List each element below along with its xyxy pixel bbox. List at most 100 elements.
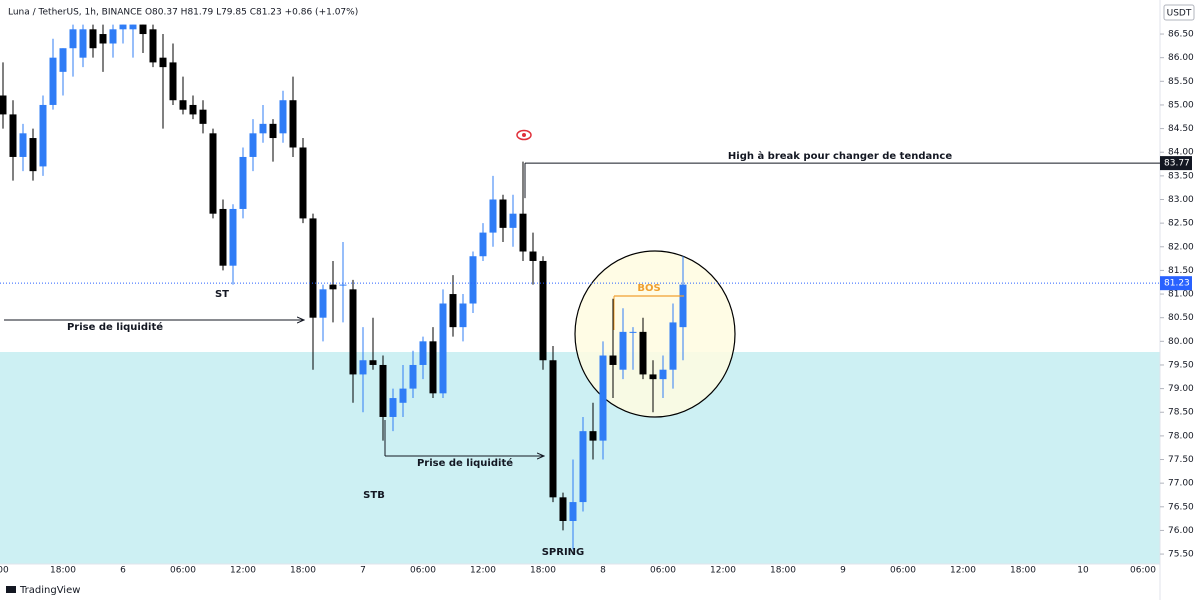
annotation: High à break pour changer de tendance (728, 150, 952, 162)
y-tick-label: 85.00 (1168, 100, 1194, 110)
candle-body (659, 369, 667, 380)
candle-body (239, 156, 247, 209)
candle-body (429, 341, 437, 394)
y-tick-label: 84.00 (1168, 148, 1194, 158)
candle-body (389, 398, 397, 417)
candle-body (419, 341, 427, 365)
candle-body (329, 284, 337, 290)
x-tick-label: 06:00 (650, 566, 676, 576)
candle-body (319, 289, 327, 318)
candle-body (529, 251, 537, 261)
price-tag-label: 81.23 (1164, 279, 1190, 289)
x-tick-label: 18:00 (1010, 566, 1036, 576)
y-tick-label: 80.50 (1168, 313, 1194, 323)
candle-body (549, 360, 557, 498)
candle-body (349, 289, 357, 375)
candle-body (519, 213, 527, 252)
y-tick-label: 76.50 (1168, 502, 1194, 512)
x-tick-label: 12:00 (230, 566, 256, 576)
symbol-header: Luna / TetherUS, 1h, BINANCE O80.37 H81.… (8, 8, 358, 18)
y-tick-label: 75.50 (1168, 550, 1194, 560)
x-tick-label: 8 (600, 566, 606, 576)
candle-body (159, 57, 167, 68)
y-tick-label: 86.50 (1168, 30, 1194, 40)
candle-body (469, 256, 477, 304)
candle-body (399, 388, 407, 403)
candle-body (479, 232, 487, 257)
y-tick-label: 83.00 (1168, 195, 1194, 205)
annotation: STB (363, 490, 385, 501)
currency-box (1163, 4, 1195, 21)
candle-body (9, 114, 17, 157)
x-tick-label: 12:00 (710, 566, 736, 576)
y-tick-label: 86.00 (1168, 53, 1194, 63)
candle-body (439, 303, 447, 394)
annotation: Prise de liquidité (417, 457, 513, 469)
price-tag (1160, 276, 1192, 291)
candle-body (589, 431, 597, 441)
x-tick-label: 6 (120, 566, 126, 576)
x-tick-label: 18:00 (530, 566, 556, 576)
candle-body (229, 208, 237, 266)
candle-body (599, 355, 607, 441)
candle-body (139, 24, 147, 35)
candle-body (299, 147, 307, 219)
candle-body (0, 95, 7, 115)
candle-body (29, 138, 37, 172)
candle-body (49, 57, 57, 105)
candle-body (99, 34, 107, 44)
candle-body (639, 331, 647, 375)
y-tick-label: 82.50 (1168, 219, 1194, 229)
candle-body (619, 331, 627, 370)
candle-body (569, 502, 577, 521)
candle-body (449, 294, 457, 328)
candle-body (539, 260, 547, 361)
candle-body (149, 29, 157, 63)
annotation: ST (215, 289, 229, 300)
candle-body (409, 364, 417, 389)
candle-body (339, 284, 347, 286)
y-tick-label: 83.50 (1168, 171, 1194, 181)
x-tick-label: 10 (1077, 566, 1089, 576)
candle-body (649, 374, 657, 380)
candle-body (279, 100, 287, 134)
y-tick-label: 81.00 (1168, 290, 1194, 300)
y-tick-label: 77.50 (1168, 455, 1194, 465)
y-tick-label: 77.00 (1168, 479, 1194, 489)
candle-body (39, 104, 47, 167)
candle-body (499, 199, 507, 228)
candle-body (559, 497, 567, 521)
candle-body (359, 360, 367, 375)
currency-label: USDT (1167, 9, 1192, 19)
candle-body (269, 123, 277, 139)
candle-body (509, 213, 517, 228)
candle-body (679, 284, 687, 328)
y-tick-label: 78.50 (1168, 408, 1194, 418)
eye-icon (516, 129, 532, 141)
annotation: Prise de liquidité (67, 321, 163, 333)
highlight-circle (574, 250, 736, 418)
candle-body (309, 218, 317, 318)
x-tick-label: 18:00 (770, 566, 796, 576)
candle-body (489, 199, 497, 233)
x-tick-label: 06:00 (410, 566, 436, 576)
candle-body (199, 109, 207, 124)
candle-body (259, 123, 267, 134)
candle-body (369, 360, 377, 365)
candle-body (59, 48, 67, 72)
y-tick-label: 81.50 (1168, 266, 1194, 276)
x-tick-label: 00 (0, 566, 9, 576)
candle-body (629, 331, 637, 333)
candles (0, 24, 687, 550)
candle-body (129, 24, 137, 30)
x-tick-label: 12:00 (950, 566, 976, 576)
candle-body (249, 133, 257, 157)
x-tick-label: 06:00 (890, 566, 916, 576)
tradingview-logo: TradingView (6, 585, 80, 596)
candle-body (179, 100, 187, 110)
x-tick-label: 06:00 (170, 566, 196, 576)
candle-body (289, 100, 297, 148)
x-tick-label: 18:00 (290, 566, 316, 576)
